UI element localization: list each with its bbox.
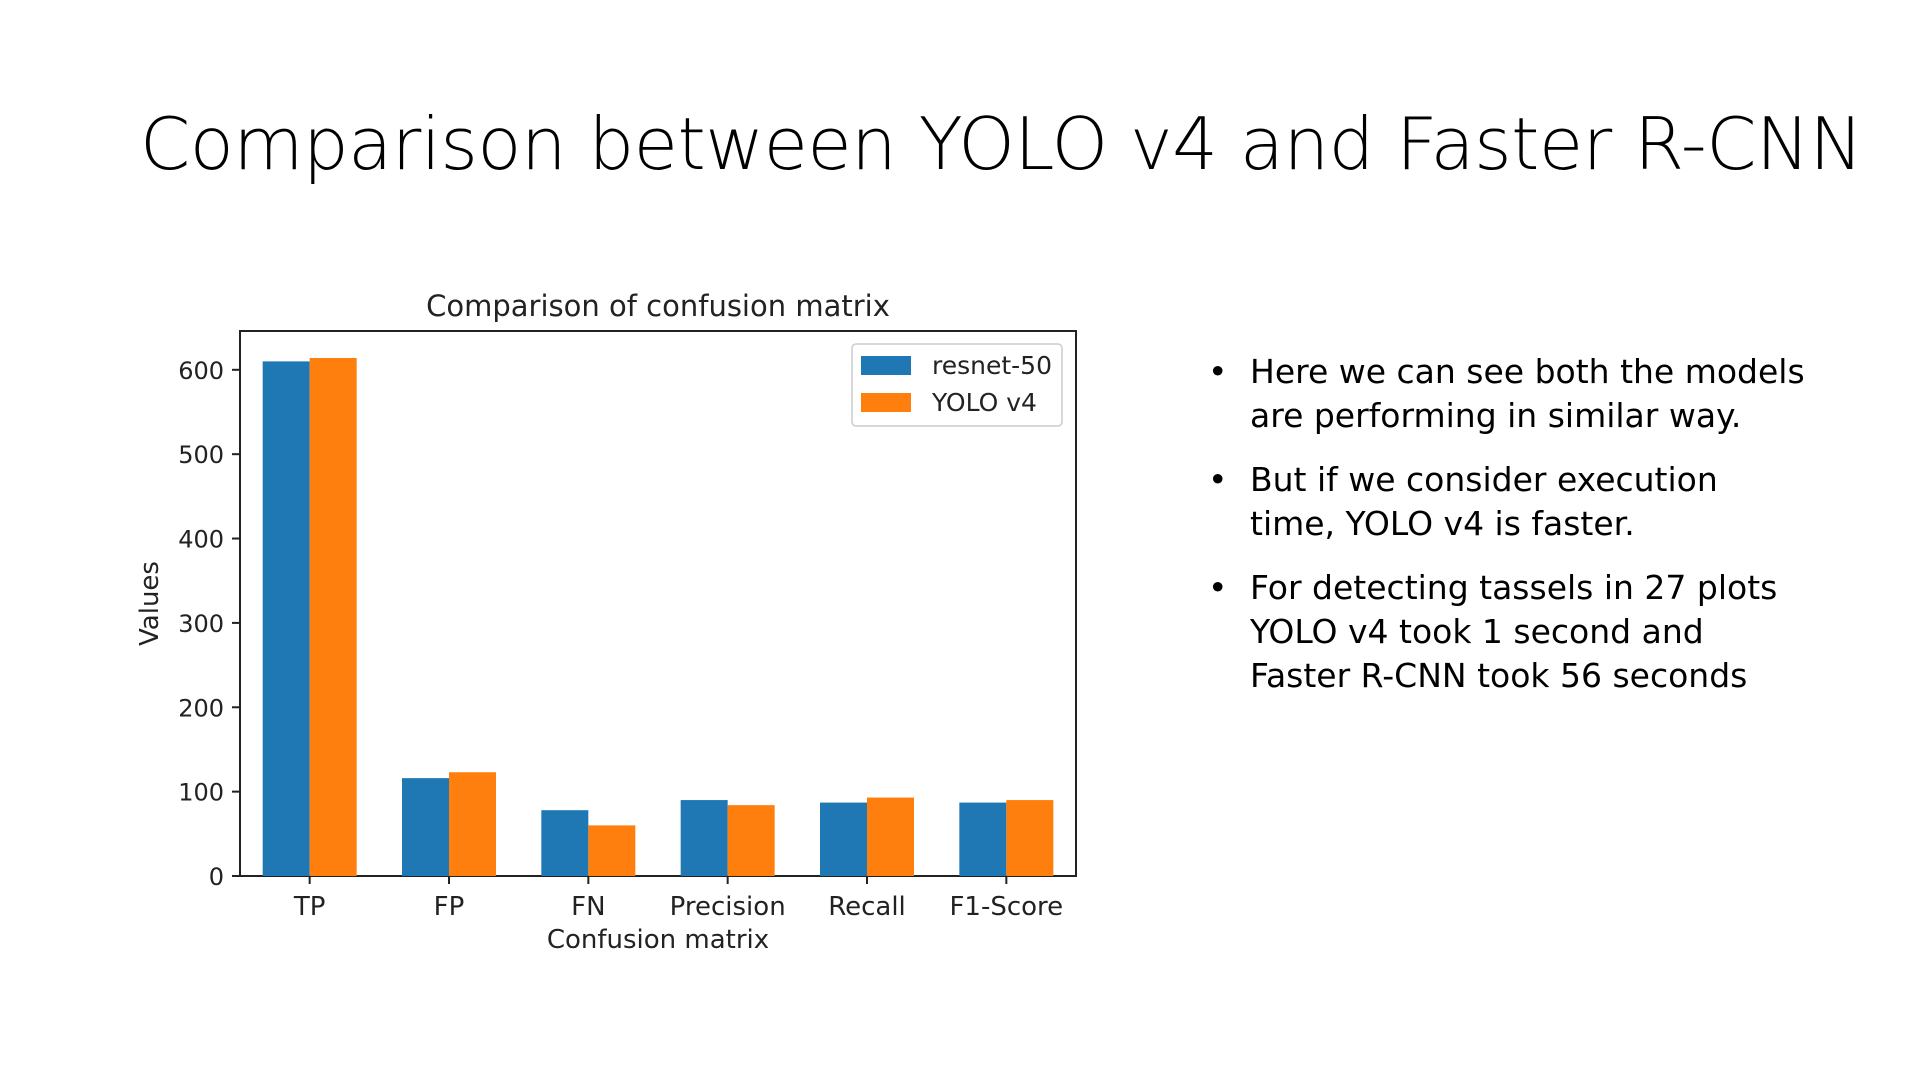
bullet-text: But if we consider execution time, YOLO …: [1250, 460, 1718, 543]
bar-yolo-v4-precision: [727, 805, 775, 876]
bar-yolo-v4-fn: [588, 825, 636, 876]
bar-resnet-50-tp: [262, 361, 310, 876]
bar-yolo-v4-tp: [309, 357, 357, 876]
y-tick-label: 500: [178, 441, 224, 469]
x-axis-label: Confusion matrix: [547, 925, 769, 955]
bar-resnet-50-fp: [402, 778, 449, 876]
bar-yolo-v4-f1-score: [1006, 800, 1054, 876]
bar-resnet-50-precision: [680, 800, 728, 876]
bullet-item: • For detecting tassels in 27 plots YOLO…: [1208, 566, 1808, 698]
y-tick-label: 400: [178, 526, 224, 554]
bar-yolo-v4-recall: [867, 797, 914, 876]
bullet-item: • But if we consider execution time, YOL…: [1208, 458, 1808, 546]
y-tick-label: 300: [178, 610, 224, 638]
bullet-text: Here we can see both the models are perf…: [1250, 352, 1805, 435]
bar-resnet-50-f1-score: [959, 802, 1007, 876]
bullet-list: • Here we can see both the models are pe…: [1208, 350, 1808, 718]
y-tick-label: 200: [178, 694, 224, 722]
x-tick-label: Recall: [828, 892, 906, 922]
bullet-item: • Here we can see both the models are pe…: [1208, 350, 1808, 438]
slide-title: Comparison between YOLO v4 and Faster R-…: [140, 102, 1863, 186]
legend-swatch: [861, 393, 911, 412]
legend-swatch: [861, 356, 911, 375]
y-tick-label: 600: [178, 357, 224, 385]
bullet-text: For detecting tassels in 27 plots YOLO v…: [1250, 568, 1778, 695]
x-tick-label: F1-Score: [949, 892, 1063, 922]
legend-label: YOLO v4: [931, 388, 1037, 417]
bar-resnet-50-recall: [820, 802, 867, 876]
legend-label: resnet-50: [932, 351, 1052, 380]
bar-yolo-v4-fp: [449, 772, 496, 876]
bar-resnet-50-fn: [541, 810, 589, 876]
y-tick-label: 100: [178, 779, 224, 807]
bullet-dot: •: [1208, 568, 1228, 607]
x-tick-label: FP: [434, 892, 465, 922]
bullet-dot: •: [1208, 460, 1228, 499]
x-tick-label: Precision: [670, 892, 786, 922]
chart-title: Comparison of confusion matrix: [426, 289, 890, 323]
bullet-dot: •: [1208, 352, 1228, 391]
plot-frame: [239, 330, 1077, 877]
y-tick-label: 0: [209, 863, 224, 891]
x-tick-label: FN: [571, 892, 605, 922]
y-axis-label: Values: [135, 561, 165, 646]
x-tick-label: TP: [293, 892, 326, 922]
